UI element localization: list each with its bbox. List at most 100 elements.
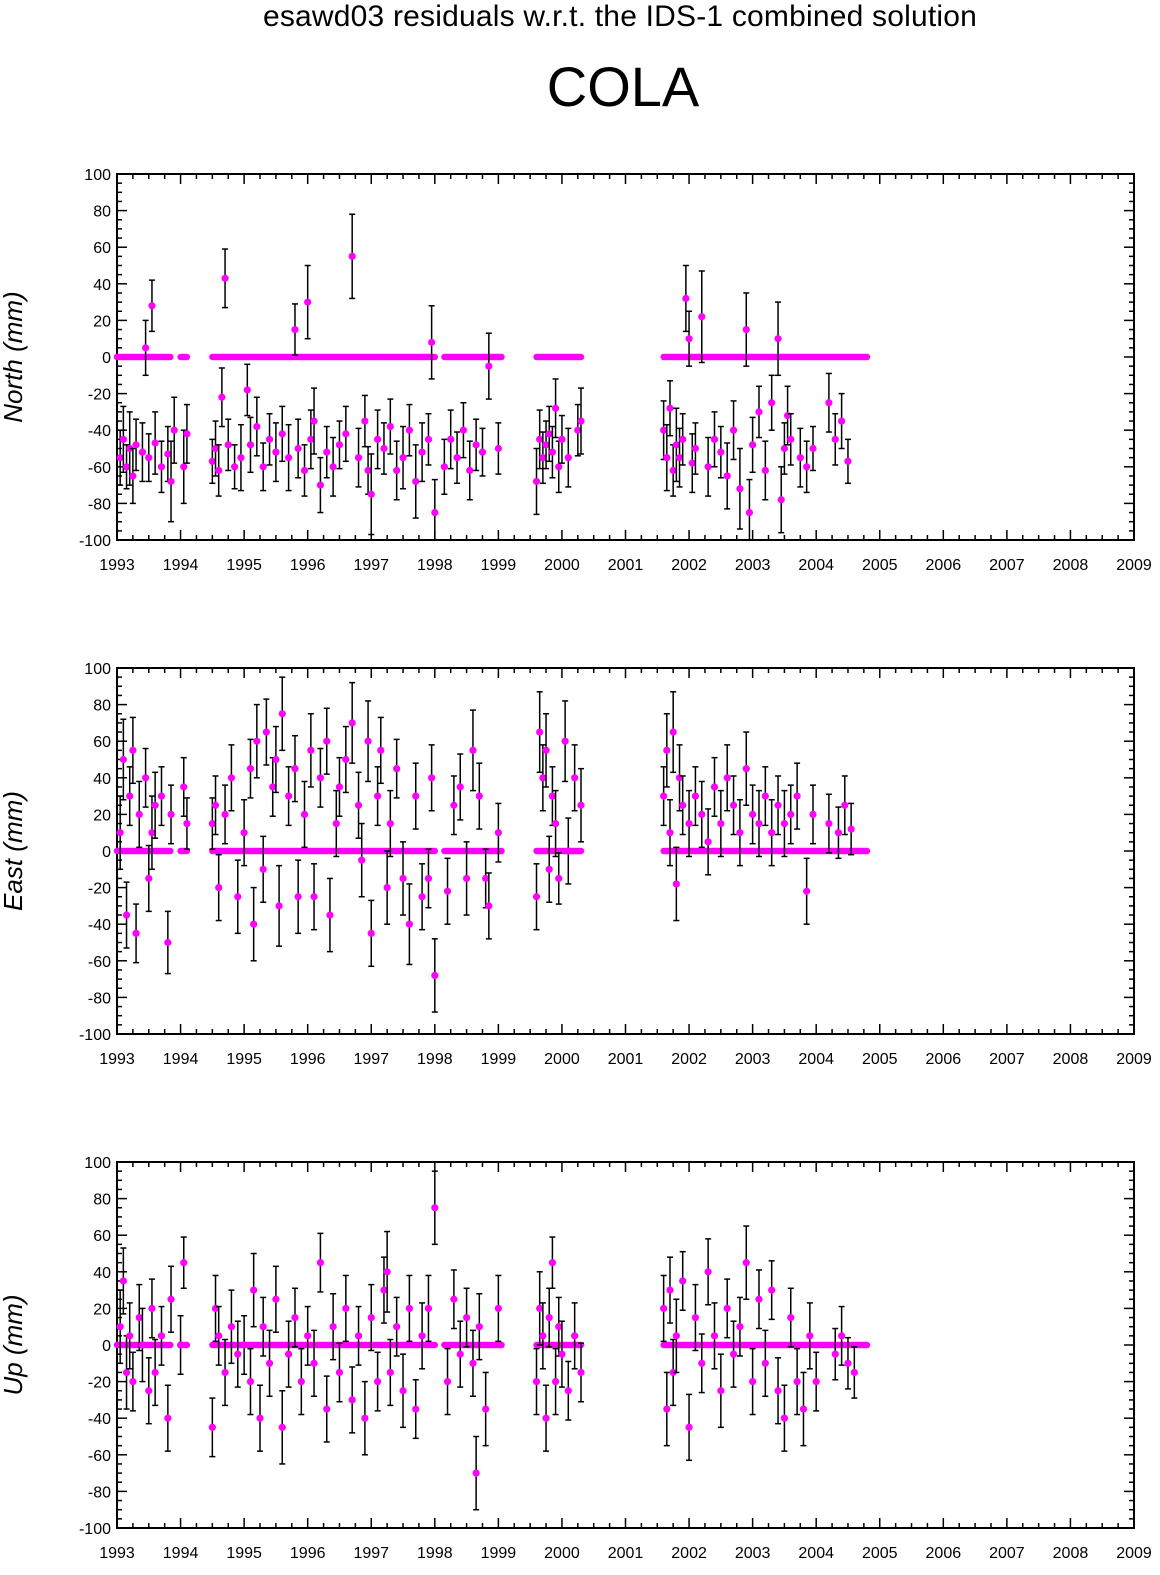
data-point: [361, 417, 369, 425]
data-point: [469, 746, 477, 754]
data-point: [157, 1332, 166, 1340]
zero-reference-point: [167, 1341, 174, 1349]
data-point: [377, 746, 385, 754]
data-point: [551, 404, 560, 412]
data-point: [431, 508, 439, 517]
data-point: [780, 444, 789, 453]
data-point: [558, 1350, 566, 1358]
data-point: [485, 362, 493, 370]
data-point: [307, 435, 315, 443]
data-point: [358, 856, 366, 864]
data-point: [412, 1405, 420, 1413]
data-point: [234, 1350, 242, 1358]
data-point: [755, 408, 763, 416]
x-tick-label: 1993: [99, 1545, 135, 1562]
data-point: [215, 1332, 223, 1340]
x-tick-label: 2009: [1116, 1051, 1152, 1068]
data-point: [310, 893, 318, 901]
data-point: [844, 1359, 852, 1367]
data-point: [126, 444, 134, 453]
data-point: [208, 1423, 216, 1431]
data-point: [478, 448, 487, 456]
x-tick-label: 1997: [353, 557, 389, 574]
data-point: [462, 1313, 471, 1322]
data-point: [297, 1378, 305, 1386]
data-point: [548, 792, 557, 800]
data-point: [129, 746, 137, 754]
data-point: [367, 490, 375, 498]
data-point: [666, 829, 674, 837]
data-point: [577, 417, 585, 425]
data-point: [278, 1423, 286, 1431]
data-point: [342, 430, 350, 438]
data-point: [660, 1304, 668, 1312]
data-point: [354, 1332, 363, 1340]
data-point: [574, 426, 582, 434]
data-point: [660, 426, 668, 434]
data-point: [536, 728, 544, 736]
data-point: [180, 463, 188, 471]
data-point: [224, 441, 232, 449]
y-axis-label: North (mm): [0, 291, 28, 422]
data-point: [466, 466, 474, 475]
data-point: [240, 829, 248, 837]
data-point: [218, 393, 226, 401]
x-tick-label: 1993: [99, 557, 135, 574]
y-axis-label: Up (mm): [0, 1294, 28, 1395]
data-point: [532, 477, 541, 486]
data-point: [129, 472, 137, 480]
data-point: [536, 1304, 544, 1312]
data-point: [431, 971, 439, 980]
data-point: [482, 874, 490, 883]
data-point: [424, 874, 433, 883]
data-point: [729, 426, 738, 434]
data-point: [723, 472, 731, 480]
data-point: [682, 294, 690, 303]
data-point: [119, 1277, 127, 1285]
data-point: [237, 454, 245, 462]
data-point: [164, 1414, 172, 1422]
x-tick-label: 2001: [608, 1051, 644, 1068]
data-point: [729, 1350, 738, 1358]
y-tick-label: 60: [93, 1228, 111, 1245]
data-point: [285, 1350, 293, 1358]
zero-reference-point: [498, 1341, 505, 1349]
data-point: [294, 893, 302, 901]
y-tick-label: -40: [88, 1411, 111, 1428]
data-point: [116, 829, 124, 837]
data-point: [259, 865, 267, 873]
data-point: [383, 884, 391, 892]
data-point: [428, 774, 436, 782]
data-point: [577, 801, 585, 809]
data-point: [666, 404, 674, 412]
data-point: [180, 783, 188, 791]
data-point: [151, 801, 159, 809]
data-point: [660, 792, 668, 800]
data-point: [672, 1332, 680, 1340]
data-point: [679, 801, 687, 809]
data-point: [246, 1378, 255, 1386]
data-point: [323, 1405, 331, 1413]
data-point: [208, 457, 216, 465]
data-point: [364, 466, 372, 475]
data-point: [850, 1368, 858, 1377]
y-tick-label: -40: [88, 917, 111, 934]
data-point: [803, 887, 811, 895]
data-point: [126, 792, 134, 800]
x-tick-label: 2002: [671, 1051, 707, 1068]
data-point: [548, 448, 557, 456]
data-point: [221, 274, 229, 282]
data-point: [780, 1414, 789, 1422]
data-point: [555, 463, 563, 471]
x-tick-label: 2009: [1116, 557, 1152, 574]
y-tick-label: 40: [93, 277, 111, 294]
x-tick-label: 2004: [798, 1545, 834, 1562]
x-tick-label: 1999: [481, 557, 517, 574]
data-point: [405, 1304, 413, 1312]
data-point: [374, 435, 382, 443]
data-point: [329, 463, 337, 471]
data-point: [472, 1469, 480, 1477]
data-point: [685, 819, 693, 828]
y-tick-label: 80: [93, 204, 111, 221]
data-point: [424, 1304, 433, 1312]
